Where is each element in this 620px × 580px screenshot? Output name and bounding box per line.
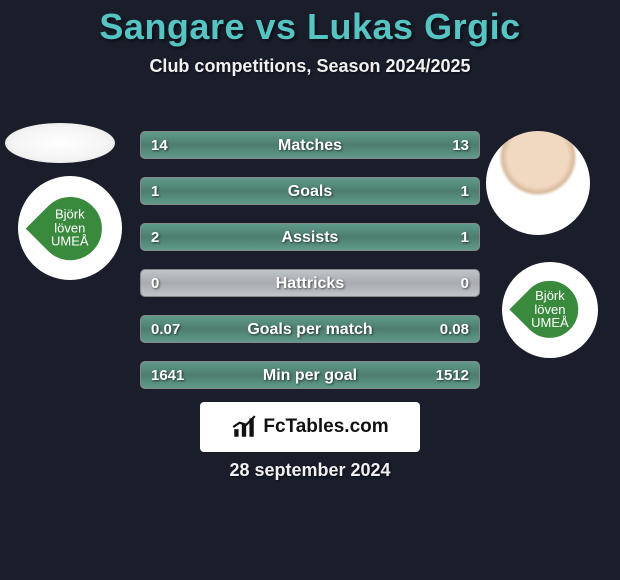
stat-value-right: 1 [451,178,479,204]
stat-value-right: 1512 [426,362,479,388]
stat-bar: Min per goal16411512 [140,361,480,389]
comparison-card: Sangare vs Lukas Grgic Club competitions… [0,6,620,580]
stat-label: Goals [141,178,479,204]
stat-bars: Matches1413Goals11Assists21Hattricks00Go… [140,131,480,407]
player-right-avatar [486,131,590,235]
table-stats-icon [231,414,257,440]
stat-bar: Assists2 1 [140,223,480,251]
stat-value-left: 0 [141,270,169,296]
stat-value-left: 14 [141,132,178,158]
subtitle: Club competitions, Season 2024/2025 [0,56,620,77]
date: 28 september 2024 [0,460,620,481]
club-badge-text: Björk löven UMEÅ [531,290,569,331]
stat-label: Hattricks [141,270,479,296]
club-right-badge: Björk löven UMEÅ [502,262,598,358]
player-left-avatar [5,123,115,163]
stat-bar: Goals per match0.07 0.08 [140,315,480,343]
stat-bar: Hattricks0 0 [140,269,480,297]
stat-bar: Matches14 13 [140,131,480,159]
leaf-icon: Björk löven UMEÅ [23,181,117,275]
stat-value-right: 0 [451,270,479,296]
stat-value-right: 13 [442,132,479,158]
brand-text: FcTables.com [263,416,388,438]
club-left-badge: Björk löven UMEÅ [18,176,122,280]
stat-label: Matches [141,132,479,158]
stat-value-right: 0.08 [430,316,479,342]
stat-bar: Goals1 1 [140,177,480,205]
stat-value-left: 1641 [141,362,194,388]
stat-value-left: 0.07 [141,316,190,342]
stat-label: Assists [141,224,479,250]
stat-value-left: 1 [141,178,169,204]
leaf-icon: Björk löven UMEÅ [507,267,594,354]
stat-label: Goals per match [141,316,479,342]
stat-value-right: 1 [451,224,479,250]
club-badge-text: Björk löven UMEÅ [51,208,89,249]
brand-box: FcTables.com [200,402,420,452]
stat-value-left: 2 [141,224,169,250]
page-title: Sangare vs Lukas Grgic [0,6,620,48]
